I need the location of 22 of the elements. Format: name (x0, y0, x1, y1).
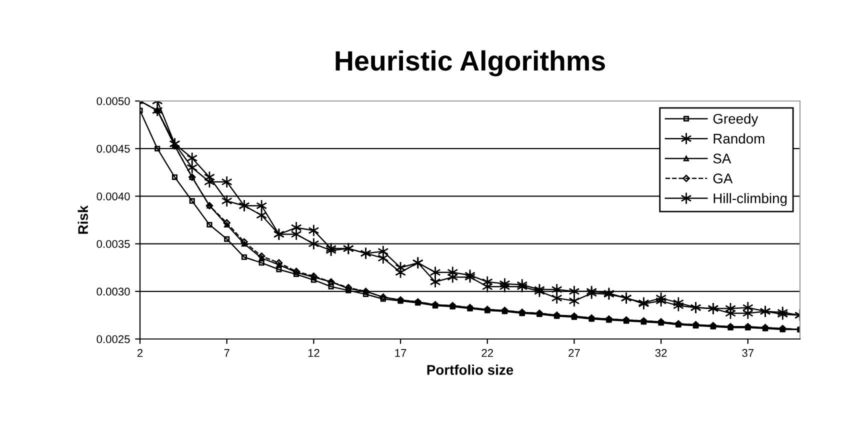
y-tick-label: 0.0045 (96, 144, 130, 153)
x-tick-label: 17 (395, 349, 406, 357)
x-tick-label: 37 (742, 349, 754, 357)
x-tick-label: 32 (655, 349, 667, 357)
legend-label: SA (713, 154, 732, 164)
x-axis-title: Portfolio size (427, 364, 514, 375)
x-tick-label: 12 (308, 349, 320, 357)
y-tick-label: 0.0040 (96, 192, 130, 200)
legend-label: Hill-climbing (714, 193, 787, 206)
x-tick-label: 7 (224, 349, 230, 357)
y-tick-label: 0.0035 (96, 240, 130, 248)
y-tick-label: 0.0025 (96, 335, 130, 344)
x-tick-label: 22 (482, 349, 493, 357)
x-tick-label: 2 (137, 349, 143, 357)
chart-title: Heuristic Algorithms (336, 50, 605, 76)
legend-label: Random (714, 133, 764, 144)
y-axis-title: Risk (78, 205, 88, 234)
legend-label: Greedy (713, 114, 758, 126)
x-tick-label: 27 (568, 349, 580, 357)
legend-label: GA (713, 174, 733, 184)
y-tick-label: 0.0050 (96, 97, 130, 106)
y-tick-label: 0.0030 (96, 288, 130, 296)
